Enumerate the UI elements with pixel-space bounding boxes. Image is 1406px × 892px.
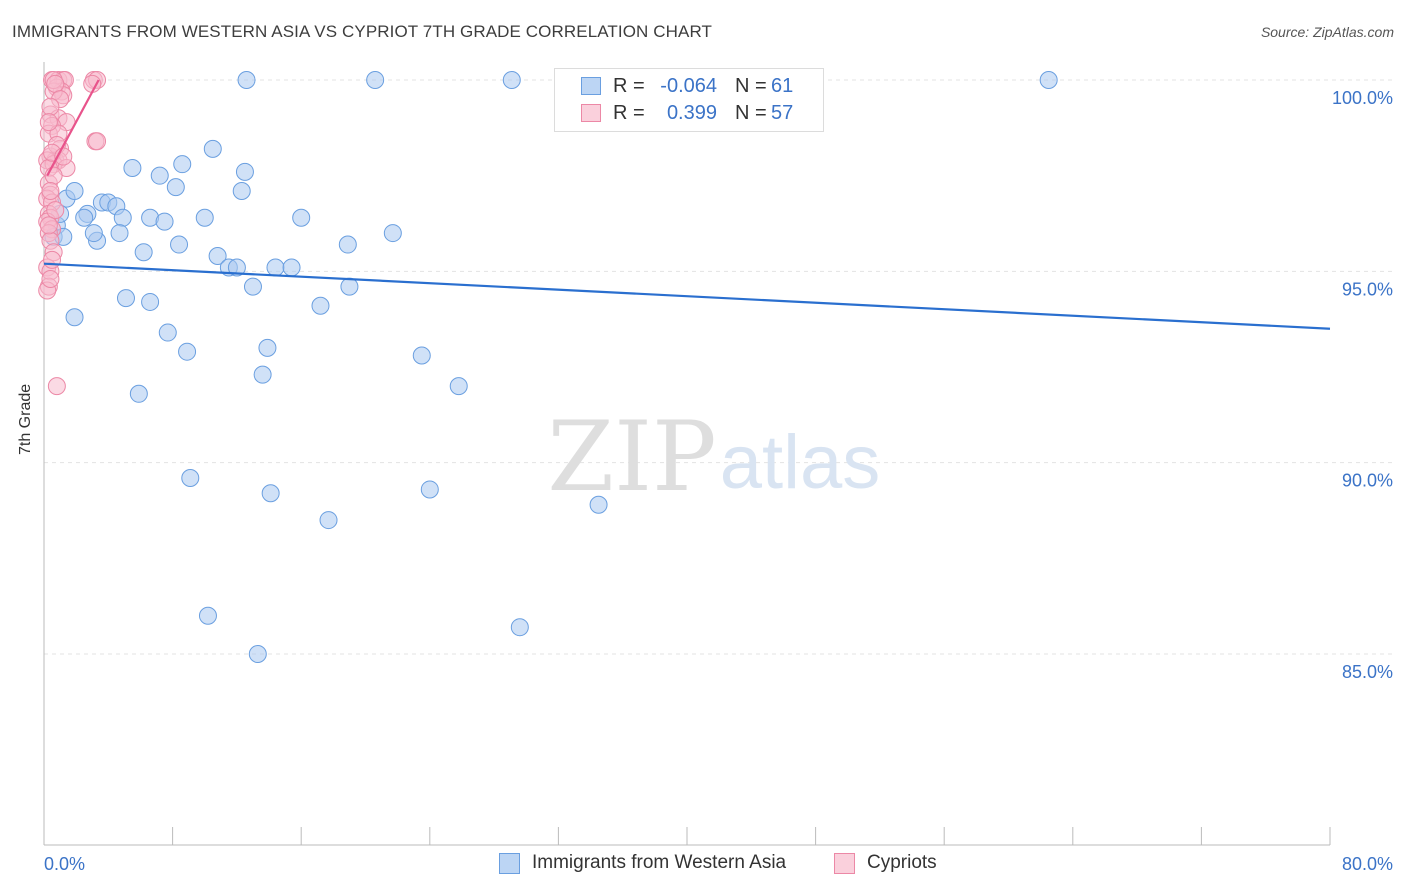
data-point — [258, 338, 277, 357]
source-credit: Source: ZipAtlas.com — [1260, 24, 1394, 40]
data-point — [235, 162, 254, 181]
data-point — [227, 258, 246, 277]
legend-n-value: 61 — [771, 75, 794, 97]
x-tick-label-max: 80.0% — [1342, 854, 1393, 874]
data-point — [141, 292, 160, 311]
legend-swatch-pink — [834, 853, 855, 874]
data-point — [39, 216, 58, 235]
legend-n-label: N = — [735, 75, 767, 97]
data-point — [449, 377, 468, 396]
data-point — [41, 181, 60, 200]
trend-lines — [43, 79, 1331, 330]
x-tick-label-min: 0.0% — [44, 854, 85, 874]
data-point — [43, 250, 62, 269]
data-point — [65, 308, 84, 327]
data-point — [420, 480, 439, 499]
legend-r-label: R = — [613, 75, 645, 97]
data-point — [134, 243, 153, 262]
trend-line — [43, 262, 1331, 330]
data-point — [178, 342, 197, 361]
data-point — [129, 384, 148, 403]
legend-swatch-pink — [581, 104, 601, 122]
data-point — [47, 377, 66, 396]
y-tick-label: 100.0% — [1332, 88, 1393, 108]
data-point — [173, 155, 192, 174]
series-legend: Immigrants from Western Asia Cypriots — [0, 852, 1406, 878]
data-point — [123, 159, 142, 178]
data-point — [366, 71, 385, 89]
legend-swatch-blue — [499, 853, 520, 874]
data-point — [502, 71, 521, 89]
trend-line — [46, 79, 100, 177]
data-point — [88, 132, 107, 151]
data-point — [198, 606, 217, 625]
data-point — [589, 495, 608, 514]
series-western-asia-points — [44, 71, 1058, 663]
data-point — [195, 208, 214, 227]
legend-row-western-asia: R = -0.064 N = 61 — [555, 73, 823, 100]
legend-r-value: 0.399 — [666, 102, 717, 124]
data-point — [41, 97, 60, 116]
data-point — [65, 181, 84, 200]
data-point — [282, 258, 301, 277]
legend-n-value: 57 — [771, 102, 794, 124]
data-point — [166, 178, 185, 197]
data-point — [181, 468, 200, 487]
data-point — [208, 247, 227, 266]
y-tick-label: 95.0% — [1342, 279, 1393, 299]
series-cypriots-points — [38, 71, 107, 396]
data-point — [319, 511, 338, 530]
data-point — [232, 181, 251, 200]
watermark-atlas: atlas — [720, 420, 881, 505]
data-point — [155, 212, 174, 231]
data-point — [84, 224, 103, 243]
data-point — [170, 235, 189, 254]
y-tick-label: 85.0% — [1342, 662, 1393, 682]
data-point — [39, 113, 58, 132]
data-point — [243, 277, 262, 296]
data-point — [253, 365, 272, 384]
data-point — [116, 289, 135, 308]
legend-row-cypriots: R = 0.399 N = 57 — [555, 100, 823, 127]
data-point — [338, 235, 357, 254]
data-point — [113, 208, 132, 227]
data-point — [158, 323, 177, 342]
data-point — [292, 208, 311, 227]
data-point — [237, 71, 256, 89]
data-point — [311, 296, 330, 315]
data-point — [383, 224, 402, 243]
data-point — [412, 346, 431, 365]
legend-r-label: R = — [613, 102, 645, 124]
legend-r-value: -0.064 — [660, 75, 717, 97]
data-point — [75, 208, 94, 227]
data-point — [203, 139, 222, 158]
legend-label: Cypriots — [867, 852, 937, 873]
data-point — [266, 258, 285, 277]
y-tick-label: 90.0% — [1342, 471, 1393, 491]
data-point — [510, 618, 529, 637]
legend-n-label: N = — [735, 102, 767, 124]
watermark-zip: ZIP — [547, 401, 716, 513]
data-point — [41, 269, 60, 288]
data-point — [340, 277, 359, 296]
chart-title: IMMIGRANTS FROM WESTERN ASIA VS CYPRIOT … — [12, 22, 713, 41]
data-point — [1039, 71, 1058, 89]
data-point — [46, 201, 65, 220]
legend-label: Immigrants from Western Asia — [532, 852, 787, 873]
data-point — [110, 224, 129, 243]
data-point — [248, 645, 267, 663]
tick-labels: 100.0% 95.0% 90.0% 85.0% 0.0% 80.0% — [44, 88, 1393, 874]
data-point — [150, 166, 169, 185]
legend-swatch-blue — [581, 77, 601, 95]
data-point — [46, 74, 65, 93]
data-point — [261, 484, 280, 503]
correlation-legend: R = -0.064 N = 61 R = 0.399 N = 57 — [554, 68, 824, 132]
